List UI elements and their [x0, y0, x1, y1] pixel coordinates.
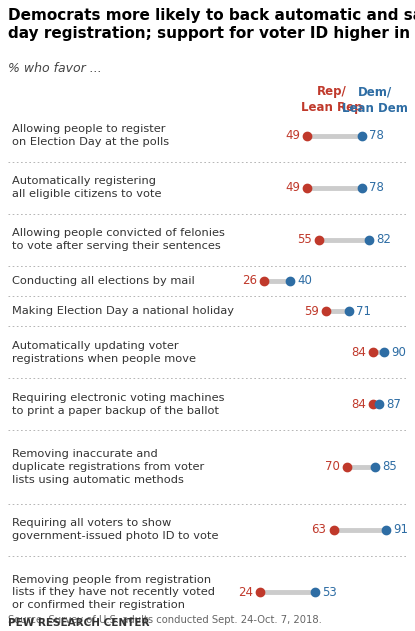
Text: Rep/
Lean Rep: Rep/ Lean Rep — [301, 85, 362, 114]
Text: 59: 59 — [304, 305, 319, 317]
Text: Requiring electronic voting machines
to print a paper backup of the ballot: Requiring electronic voting machines to … — [12, 392, 225, 415]
Text: Removing people from registration
lists if they have not recently voted
or confi: Removing people from registration lists … — [12, 575, 215, 610]
Text: Conducting all elections by mail: Conducting all elections by mail — [12, 276, 195, 286]
Text: Removing inaccurate and
duplicate registrations from voter
lists using automatic: Removing inaccurate and duplicate regist… — [12, 449, 204, 485]
Text: Allowing people to register
on Election Day at the polls: Allowing people to register on Election … — [12, 124, 169, 147]
Text: 55: 55 — [297, 233, 311, 246]
Text: 70: 70 — [325, 461, 339, 473]
Text: Automatically updating voter
registrations when people move: Automatically updating voter registratio… — [12, 341, 196, 363]
Text: 87: 87 — [386, 398, 401, 411]
Text: Automatically registering
all eligible citizens to vote: Automatically registering all eligible c… — [12, 176, 161, 199]
Text: % who favor ...: % who favor ... — [8, 62, 102, 75]
Text: 26: 26 — [242, 274, 257, 287]
Text: Allowing people convicted of felonies
to vote after serving their sentences: Allowing people convicted of felonies to… — [12, 228, 225, 251]
Text: 78: 78 — [369, 181, 384, 194]
Text: Source: Survey of U.S. adults conducted Sept. 24-Oct. 7, 2018.: Source: Survey of U.S. adults conducted … — [8, 615, 322, 625]
Text: 91: 91 — [393, 523, 408, 536]
Text: Dem/
Lean Dem: Dem/ Lean Dem — [342, 85, 408, 114]
Text: 49: 49 — [285, 181, 300, 194]
Text: 85: 85 — [382, 461, 397, 473]
Text: Requiring all voters to show
government-issued photo ID to vote: Requiring all voters to show government-… — [12, 518, 218, 541]
Text: 82: 82 — [376, 233, 391, 246]
Text: 63: 63 — [312, 523, 327, 536]
Text: 71: 71 — [356, 305, 371, 317]
Text: Democrats more likely to back automatic and same-
day registration; support for : Democrats more likely to back automatic … — [8, 8, 415, 41]
Text: Making Election Day a national holiday: Making Election Day a national holiday — [12, 306, 234, 316]
Text: 53: 53 — [322, 586, 337, 599]
Text: 40: 40 — [298, 274, 312, 287]
Text: 24: 24 — [238, 586, 253, 599]
Text: 78: 78 — [369, 129, 384, 142]
Text: 84: 84 — [351, 346, 366, 358]
Text: 49: 49 — [285, 129, 300, 142]
Text: 84: 84 — [351, 398, 366, 411]
Text: 90: 90 — [391, 346, 406, 358]
Text: PEW RESEARCH CENTER: PEW RESEARCH CENTER — [8, 618, 149, 628]
